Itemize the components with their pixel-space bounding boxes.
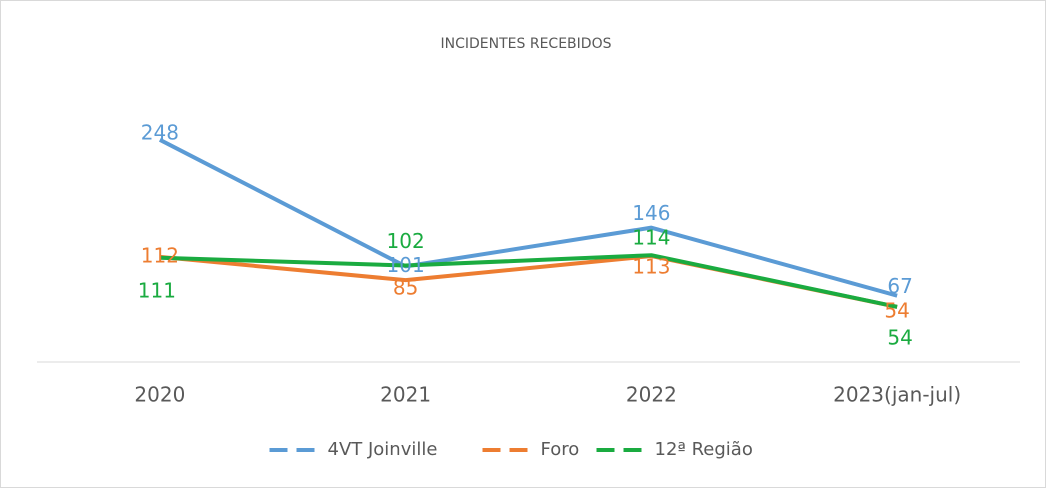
data-label: 113 [632,255,670,279]
x-tick-label: 2023(jan-jul) [833,383,961,407]
data-label: 67 [887,274,912,298]
series-line [159,253,898,309]
data-label: 146 [632,201,670,225]
data-label: 114 [632,226,670,250]
x-tick-label: 2022 [626,383,677,407]
legend-label: Foro [541,439,580,460]
legend-label: 4VT Joinville [328,439,438,460]
x-tick-label: 2021 [380,383,431,407]
data-label: 101 [387,253,425,277]
x-tick-label: 2020 [134,383,185,407]
chart-title: INCIDENTES RECEBIDOS [441,36,612,52]
data-label: 54 [887,325,912,349]
data-label: 54 [884,298,909,322]
legend-label: 12ª Região [655,439,753,460]
data-label: 102 [387,229,425,253]
data-label: 111 [138,278,176,302]
data-label: 112 [141,243,179,267]
data-label: 248 [141,120,179,144]
data-label: 85 [393,276,418,300]
series-line [158,138,898,298]
